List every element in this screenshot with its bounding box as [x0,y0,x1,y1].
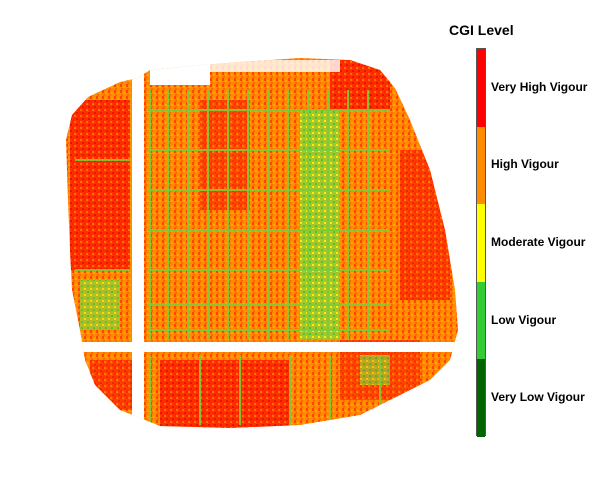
legend-label: Very High Vigour [491,79,588,94]
legend-label: Very Low Vigour [491,390,585,405]
legend-label: Low Vigour [491,312,557,327]
legend-color-bar [476,48,486,437]
legend-label: Moderate Vigour [491,235,586,249]
field-area [66,58,458,428]
legend-swatch [477,49,485,127]
legend-swatch [477,281,485,360]
legend-label: High Vigour [491,157,559,172]
legend-swatch [477,359,485,437]
legend-swatch [477,204,485,282]
legend-title: CGI Level [449,22,514,38]
legend-swatch [477,126,485,205]
